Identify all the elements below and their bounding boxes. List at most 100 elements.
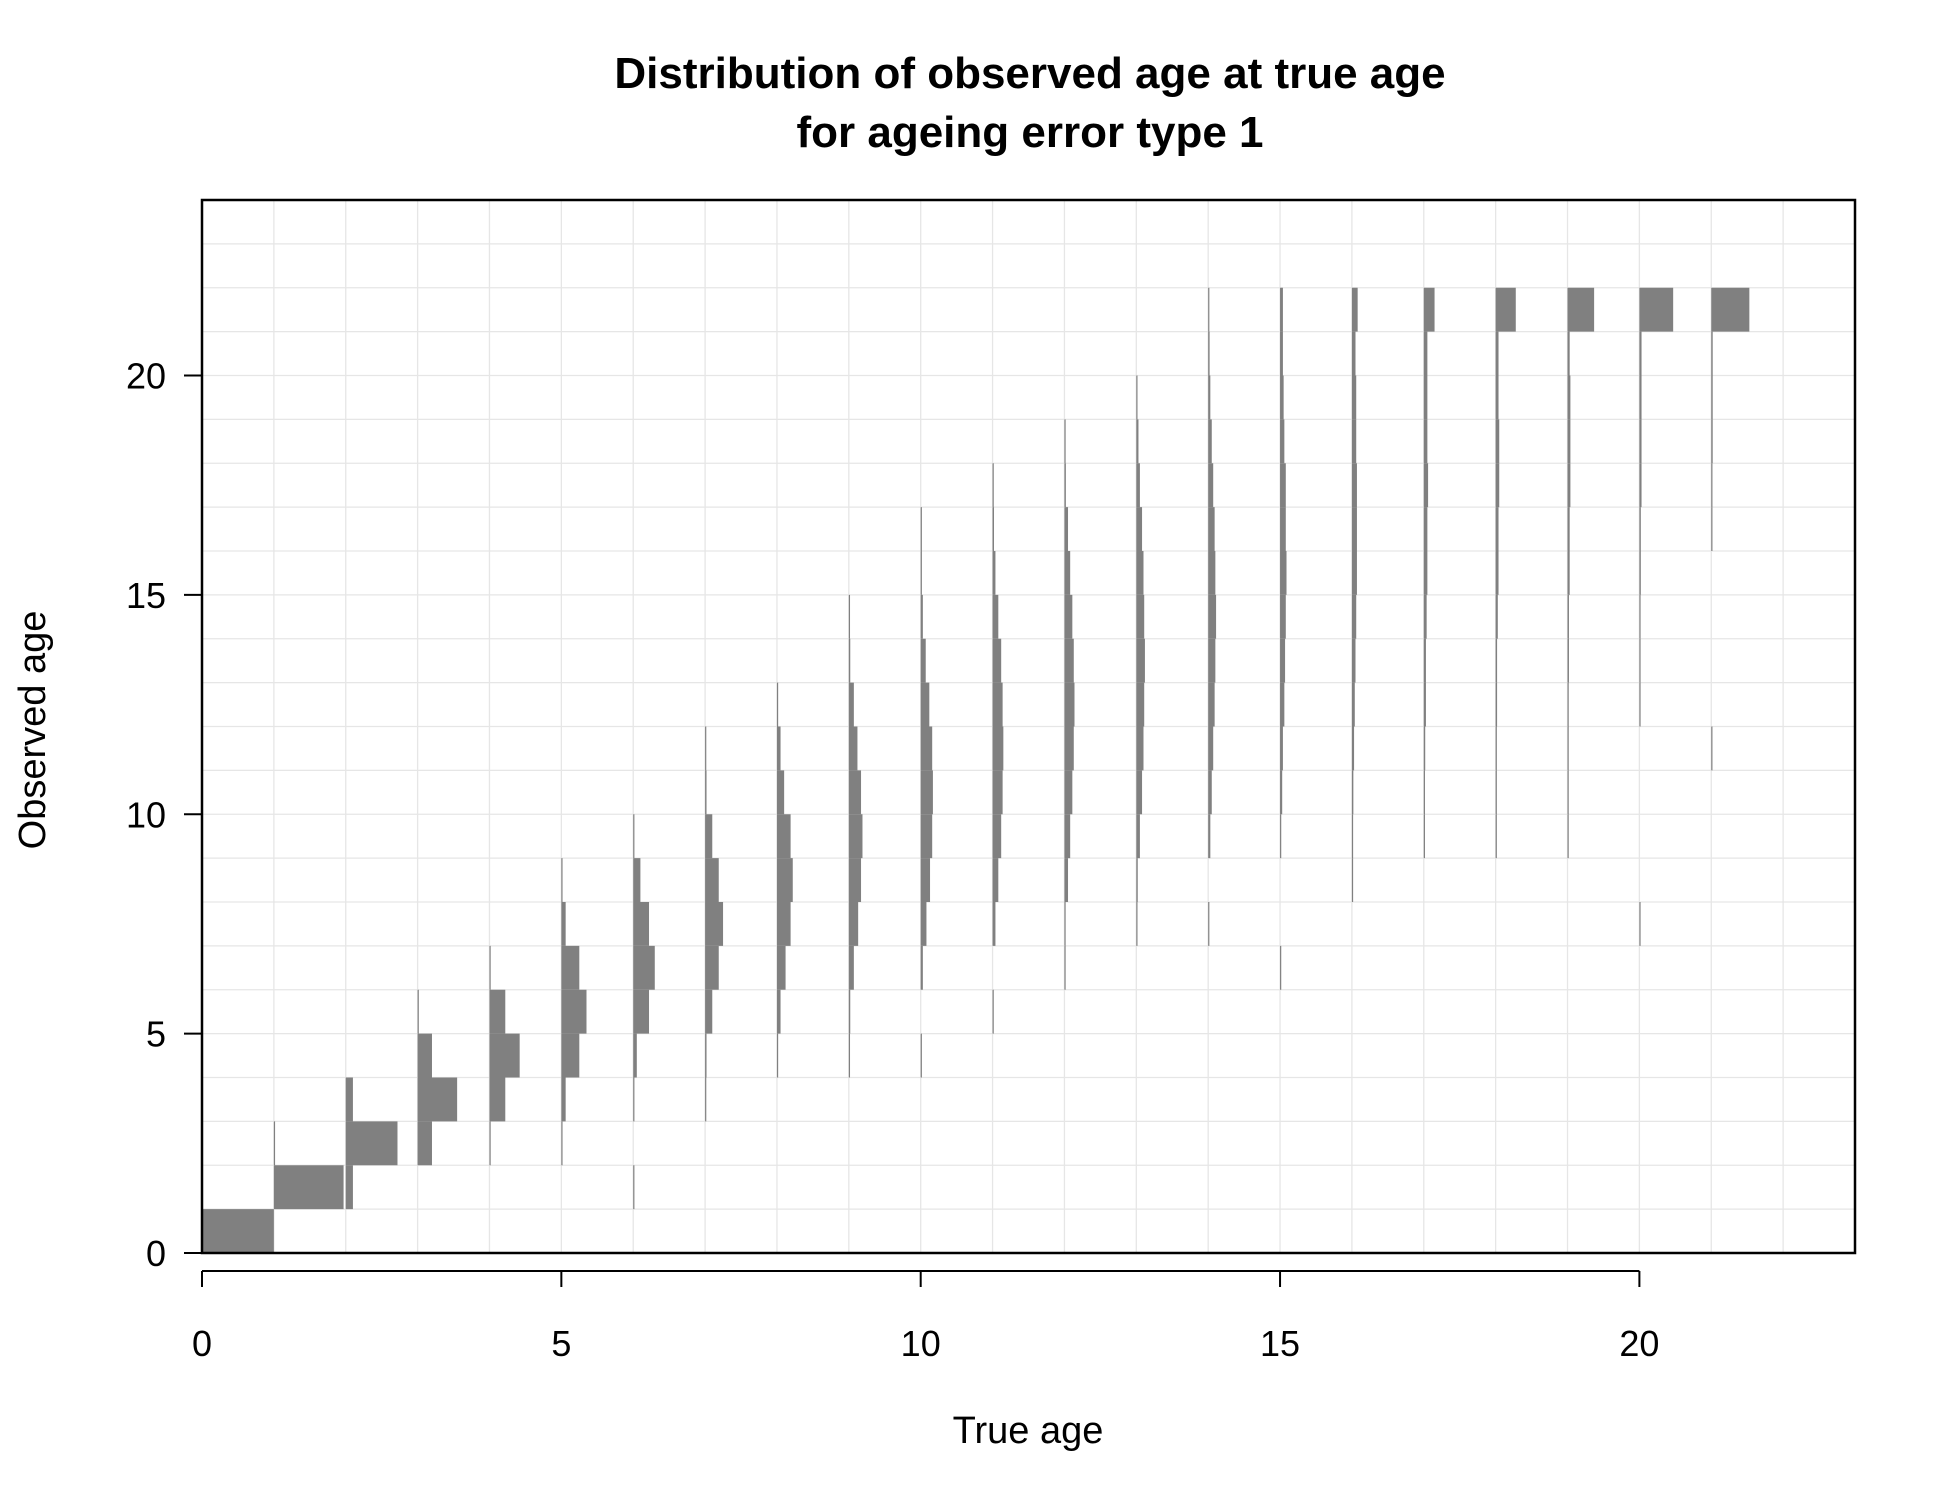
bar xyxy=(1208,551,1216,595)
bar xyxy=(1136,463,1140,508)
bar xyxy=(1208,770,1212,815)
bar xyxy=(1495,814,1497,859)
bar xyxy=(1567,814,1569,859)
bar xyxy=(1064,682,1075,727)
bar xyxy=(1495,287,1516,332)
bar xyxy=(1639,638,1641,683)
bar xyxy=(1351,287,1358,332)
bar xyxy=(1423,331,1428,376)
x-tick-label: 15 xyxy=(1260,1323,1300,1364)
bar xyxy=(1351,551,1357,595)
bar xyxy=(1280,375,1284,420)
bar xyxy=(1351,594,1357,639)
bar xyxy=(1208,594,1217,639)
bar xyxy=(561,902,566,946)
bar xyxy=(992,594,999,639)
bar xyxy=(561,1033,580,1078)
y-tick-label: 5 xyxy=(146,1014,166,1055)
bar xyxy=(1280,551,1287,595)
bar xyxy=(1423,638,1426,683)
bar xyxy=(1639,507,1641,551)
bar xyxy=(417,1077,458,1122)
bar xyxy=(1423,726,1426,771)
bar xyxy=(776,902,791,946)
bar xyxy=(848,594,851,639)
bar xyxy=(561,858,563,902)
bar xyxy=(1567,682,1569,727)
bar xyxy=(1064,726,1074,771)
bar xyxy=(848,726,858,771)
bar xyxy=(1639,551,1641,595)
bar xyxy=(1136,638,1145,683)
bar xyxy=(561,1077,566,1122)
bar xyxy=(1064,814,1071,859)
bar xyxy=(1136,551,1144,595)
bar xyxy=(633,1033,637,1078)
bar xyxy=(920,594,923,639)
bar xyxy=(848,638,851,683)
bar xyxy=(705,726,707,771)
bar xyxy=(1280,814,1282,859)
bar xyxy=(1208,375,1211,420)
bar xyxy=(1711,375,1713,420)
bar xyxy=(1064,902,1066,946)
bar xyxy=(489,989,506,1034)
bar xyxy=(1208,682,1215,727)
bar xyxy=(489,1077,506,1122)
bar xyxy=(1567,551,1570,595)
bar xyxy=(1136,770,1143,815)
bar xyxy=(776,858,793,902)
bar xyxy=(633,945,655,990)
bar xyxy=(992,551,996,595)
bar xyxy=(1136,858,1138,902)
bar xyxy=(848,945,854,990)
bar xyxy=(1495,551,1499,595)
bar xyxy=(1567,726,1569,771)
bar xyxy=(1567,594,1569,639)
bars xyxy=(202,287,1750,1253)
bar xyxy=(705,770,707,815)
bar xyxy=(1351,638,1356,683)
bar xyxy=(920,551,922,595)
bar xyxy=(1423,594,1427,639)
bar xyxy=(992,989,994,1034)
bar xyxy=(1423,814,1425,859)
bar xyxy=(1064,858,1069,902)
bar xyxy=(1495,726,1497,771)
bar xyxy=(1495,507,1499,551)
bar xyxy=(1208,331,1210,376)
bar xyxy=(776,726,781,771)
bar xyxy=(489,945,491,990)
bar xyxy=(1495,638,1498,683)
y-tick-label: 0 xyxy=(146,1233,166,1274)
bar xyxy=(848,858,862,902)
bar xyxy=(1280,594,1286,639)
bar xyxy=(992,858,999,902)
bar xyxy=(1280,287,1283,332)
bar xyxy=(1639,375,1642,420)
bar xyxy=(1351,726,1355,771)
plot-frame xyxy=(200,198,1857,1255)
bar xyxy=(1639,419,1642,464)
bar xyxy=(1280,638,1286,683)
bar xyxy=(1136,507,1143,551)
bar xyxy=(1064,945,1066,990)
bar xyxy=(992,814,1002,859)
bar xyxy=(633,902,650,946)
bar xyxy=(1711,419,1713,464)
bar xyxy=(1280,463,1286,508)
bar xyxy=(848,770,862,815)
x-tick-label: 5 xyxy=(551,1323,571,1364)
bar xyxy=(1136,814,1140,859)
bar xyxy=(920,902,927,946)
bar xyxy=(1495,463,1500,508)
bar xyxy=(992,463,994,508)
bar xyxy=(1136,726,1144,771)
bar xyxy=(417,989,419,1034)
bar xyxy=(1136,682,1145,727)
bar xyxy=(1495,331,1499,376)
bar xyxy=(1711,331,1713,376)
bar xyxy=(1280,331,1283,376)
bar xyxy=(1136,419,1139,464)
